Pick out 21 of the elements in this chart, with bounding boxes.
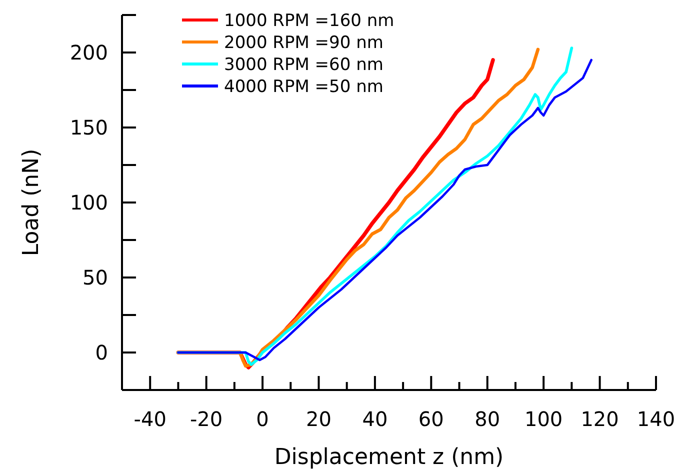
legend-label: 1000 RPM =160 nm [224,10,394,31]
y-axis-title: Load (nN) [19,148,44,256]
x-tick-label: 40 [362,407,388,431]
x-tick-label: 0 [256,407,269,431]
x-tick-label: -20 [190,407,223,431]
y-tick-label: 0 [95,340,108,364]
legend-label: 3000 RPM =60 nm [224,54,384,75]
x-tick-label: 100 [524,407,563,431]
y-tick-label: 150 [70,116,108,140]
y-tick-label: 50 [82,266,108,290]
x-tick-label: 60 [418,407,444,431]
x-axis-title: Displacement z (nm) [274,445,504,470]
x-tick-label: 20 [306,407,332,431]
y-tick-label: 200 [70,40,108,64]
legend-label: 4000 RPM =50 nm [224,76,384,97]
x-tick-label: 140 [636,407,676,431]
x-tick-label: -40 [134,407,166,431]
legend-label: 2000 RPM =90 nm [224,32,384,53]
x-tick-label: 120 [580,407,619,431]
x-tick-label: 80 [474,407,500,431]
y-tick-label: 100 [70,190,108,214]
